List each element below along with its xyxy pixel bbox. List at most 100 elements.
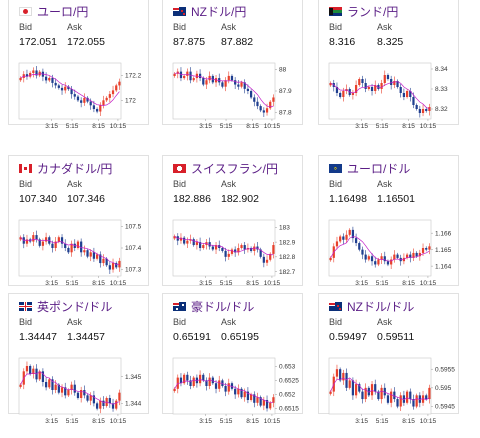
candle-body <box>218 78 221 83</box>
candle-body <box>111 90 115 95</box>
candle-body <box>412 399 415 407</box>
y-tick-label: 107.4 <box>125 245 142 252</box>
candle-body <box>354 238 358 244</box>
candle-body <box>243 82 246 89</box>
currency-card[interactable]: カナダドル/円 Bid Ask 107.340 107.346 107.5 107… <box>8 155 149 287</box>
currency-pair-name[interactable]: 英ポンド/ドル <box>37 299 113 314</box>
candle-body <box>367 387 370 396</box>
candle-body <box>386 261 390 265</box>
currency-card[interactable]: ユーロ/ドル Bid Ask 1.16498 1.16501 1.166 1.16… <box>318 155 459 287</box>
candle-body <box>383 387 386 396</box>
currency-card[interactable]: 英ポンド/ドル Bid Ask 1.34447 1.34457 1.345 1.3… <box>8 293 149 425</box>
candle-body <box>99 105 102 112</box>
candle-body <box>227 253 230 257</box>
candle-body <box>259 397 262 406</box>
candle-body <box>246 88 250 91</box>
currency-card[interactable]: 豪ドル/ドル Bid Ask 0.65191 0.65195 0.653 0.65… <box>162 293 303 425</box>
currency-pair-name[interactable]: カナダドル/円 <box>37 161 113 176</box>
currency-card[interactable]: NZドル/円 Bid Ask 87.875 87.882 88 87.9 87.8 3… <box>162 0 303 130</box>
x-tick-label: 10:15 <box>110 123 127 130</box>
candle-body <box>329 391 332 394</box>
bid-price: 107.340 <box>19 193 57 205</box>
price-chart[interactable]: 172.2 172 3:15 5:15 8:15 10:15 <box>9 59 150 143</box>
y-tick-label: 0.6515 <box>279 406 299 413</box>
ask-price: 8.325 <box>377 36 404 48</box>
x-tick-label: 5:15 <box>220 418 233 425</box>
candle-body <box>393 81 396 85</box>
price-chart[interactable]: 1.345 1.344 3:15 5:15 8:15 10:15 <box>9 354 150 438</box>
candle-body <box>390 259 393 265</box>
candle-body <box>409 91 412 97</box>
candle-body <box>218 380 221 389</box>
bid-label: Bid <box>173 179 187 189</box>
currency-pair-name[interactable]: スイスフラン/円 <box>191 161 278 176</box>
x-tick-label: 3:15 <box>199 418 212 425</box>
candle-body <box>67 86 70 90</box>
candle-body <box>393 391 396 400</box>
candle-body <box>421 395 425 403</box>
candle-body <box>418 252 421 257</box>
currency-card[interactable]: NZドル/ドル Bid Ask 0.59497 0.59511 0.5955 0.… <box>318 293 459 425</box>
candle-body <box>249 394 253 400</box>
currency-pair-name[interactable]: ランド/円 <box>347 4 399 19</box>
x-tick-label: 8:15 <box>402 418 415 425</box>
candle-body <box>234 80 237 85</box>
currency-card[interactable]: ランド/円 Bid Ask 8.316 8.325 8.34 8.33 8.32 3:… <box>318 0 459 130</box>
candle-body <box>64 86 67 91</box>
price-chart[interactable]: 107.5 107.4 107.3 3:15 5:15 8:15 10:15 <box>9 216 150 300</box>
candle-body <box>186 71 189 76</box>
candle-body <box>230 383 234 389</box>
candle-body <box>64 243 67 248</box>
ask-price: 87.882 <box>221 36 254 48</box>
candle-body <box>383 75 386 83</box>
candle-body <box>265 108 269 113</box>
price-chart[interactable]: 0.653 0.6525 0.652 0.6515 3:15 5:15 8:15 10:15 <box>163 354 304 438</box>
bid-label: Bid <box>19 179 33 189</box>
price-chart[interactable]: 183 182.9 182.8 182.7 3:15 5:15 8:15 10:15 <box>163 216 304 300</box>
bid-price: 1.34447 <box>19 331 57 343</box>
flag-ca-icon <box>19 163 32 173</box>
x-tick-label: 8:15 <box>92 418 105 425</box>
card-header: ランド/円 <box>329 4 399 19</box>
candle-body <box>214 383 218 389</box>
candle-body <box>351 93 355 95</box>
candle-body <box>374 384 377 392</box>
bid-label: Bid <box>329 317 343 327</box>
currency-pair-name[interactable]: ユーロ/円 <box>37 4 89 19</box>
candle-body <box>345 234 348 240</box>
candle-body <box>237 388 240 395</box>
price-chart[interactable]: 1.166 1.165 1.164 3:15 5:15 8:15 10:15 <box>319 216 460 300</box>
currency-pair-name[interactable]: NZドル/円 <box>191 4 247 19</box>
candle-body <box>249 91 253 98</box>
candle-body <box>399 87 402 93</box>
candle-body <box>205 80 208 85</box>
candle-body <box>86 250 89 257</box>
candle-body <box>348 229 351 235</box>
price-chart[interactable]: 8.34 8.33 8.32 3:15 5:15 8:15 10:15 <box>319 59 460 143</box>
candle-body <box>173 388 176 392</box>
flag-au-icon <box>173 301 186 311</box>
candle-body <box>224 250 227 257</box>
currency-pair-name[interactable]: ユーロ/ドル <box>347 161 411 176</box>
candle-body <box>108 94 111 98</box>
candle-body <box>80 241 83 253</box>
currency-pair-name[interactable]: NZドル/ドル <box>347 299 415 314</box>
bid-label: Bid <box>173 22 187 32</box>
flag-jp-icon <box>19 6 32 16</box>
price-chart[interactable]: 88 87.9 87.8 3:15 5:15 8:15 10:15 <box>163 59 304 143</box>
currency-pair-name[interactable]: 豪ドル/ドル <box>191 299 255 314</box>
candle-body <box>243 245 246 250</box>
candle-body <box>99 254 102 264</box>
flag-gb-icon <box>19 301 32 311</box>
currency-card[interactable]: スイスフラン/円 Bid Ask 182.886 182.902 183 182.… <box>162 155 303 287</box>
x-tick-label: 10:15 <box>264 280 281 287</box>
candle-body <box>335 87 339 93</box>
x-tick-label: 3:15 <box>355 123 368 130</box>
candle-body <box>70 243 73 253</box>
price-chart[interactable]: 0.5955 0.595 0.5945 3:15 5:15 8:15 10:15 <box>319 354 460 438</box>
currency-card[interactable]: ユーロ/円 Bid Ask 172.051 172.055 172.2 172 3:… <box>8 0 149 130</box>
candle-body <box>421 248 425 253</box>
candle-body <box>186 374 189 381</box>
candle-body <box>211 246 214 250</box>
flag-nz-icon <box>173 6 186 16</box>
